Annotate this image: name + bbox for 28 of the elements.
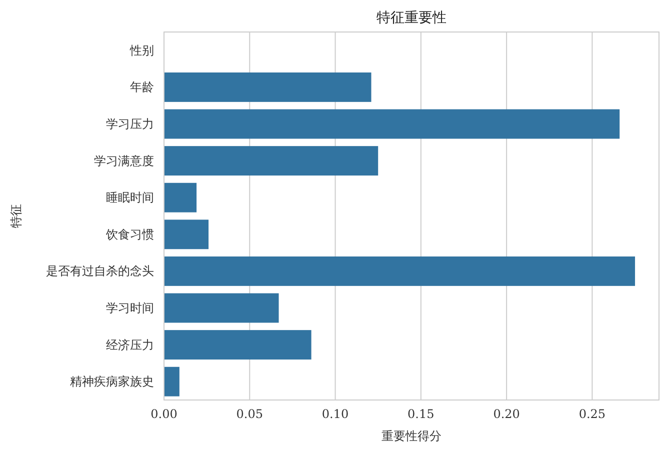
chart-title: 特征重要性 (376, 10, 446, 26)
bar (164, 366, 180, 396)
x-tick-label: 0.10 (322, 407, 349, 421)
x-tick-label: 0.20 (493, 407, 520, 421)
y-tick-label: 是否有过自杀的念头 (46, 264, 154, 278)
x-tick-label: 0.00 (150, 407, 178, 421)
bar (164, 256, 636, 286)
y-tick-label: 学习时间 (106, 301, 154, 315)
x-axis-title: 重要性得分 (382, 429, 442, 443)
y-tick-label: 性别 (129, 43, 154, 58)
y-tick-label: 精神疾病家族史 (70, 374, 154, 389)
x-tick-label: 0.05 (236, 407, 263, 421)
bar (164, 72, 372, 102)
y-axis-title: 特征 (9, 204, 23, 228)
y-tick-label: 经济压力 (106, 338, 154, 352)
bar (164, 182, 197, 212)
bar (164, 220, 209, 250)
y-tick-label: 睡眠时间 (106, 190, 154, 205)
bar (164, 293, 279, 323)
bar (164, 330, 312, 360)
bar (164, 146, 378, 176)
bar (164, 109, 620, 139)
y-tick-label: 学习满意度 (94, 154, 154, 168)
y-tick-label: 年龄 (130, 80, 154, 94)
x-tick-label: 0.15 (408, 407, 434, 421)
x-tick-label: 0.25 (578, 407, 606, 421)
y-tick-label: 学习压力 (106, 117, 154, 131)
y-tick-label: 饮食习惯 (105, 227, 154, 242)
